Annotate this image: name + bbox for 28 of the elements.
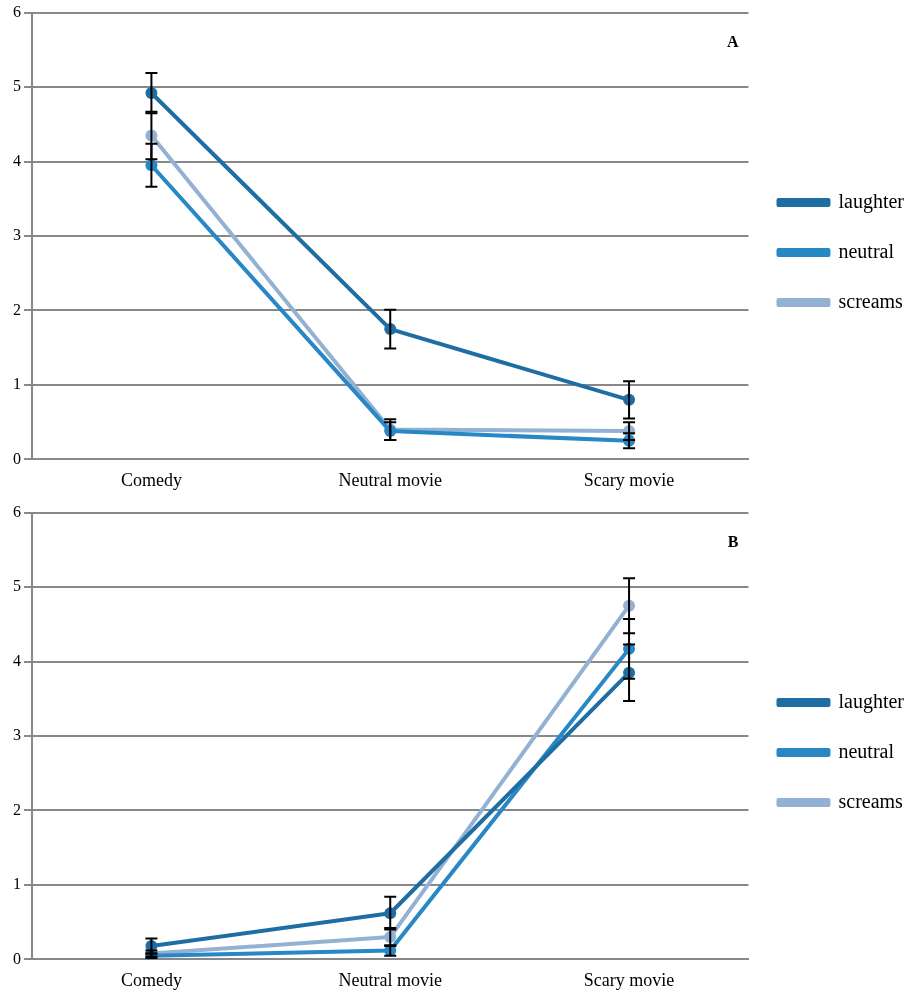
y-tick-label: 3 [13, 226, 21, 244]
x-tick-label: Scary movie [583, 469, 675, 490]
y-tick-label: 0 [13, 449, 21, 467]
x-tick-label: Comedy [120, 469, 182, 490]
y-tick-label: 1 [13, 875, 21, 893]
y-tick-label: 6 [13, 2, 21, 20]
x-tick-label: Comedy [120, 969, 182, 990]
annotation: B [727, 532, 739, 550]
y-tick-label: 1 [13, 375, 21, 393]
y-tick-label: 3 [13, 726, 21, 744]
x-tick-label: Neutral movie [338, 469, 442, 490]
annotation: A [726, 32, 739, 50]
y-tick-label: 6 [13, 502, 21, 520]
y-tick-label: 5 [13, 577, 21, 595]
legend-label: laughter [838, 189, 905, 213]
legend-label: neutral [838, 239, 895, 262]
x-tick-label: Neutral movie [338, 969, 442, 990]
y-tick-label: 2 [13, 800, 21, 818]
legend-label: screams [838, 289, 904, 312]
y-tick-label: 4 [13, 151, 21, 169]
y-tick-label: 5 [13, 77, 21, 95]
y-tick-label: 4 [13, 651, 21, 669]
y-tick-label: 0 [13, 949, 21, 967]
legend-label: laughter [838, 689, 905, 713]
x-tick-label: Scary movie [583, 969, 675, 990]
y-tick-label: 2 [13, 300, 21, 318]
legend-label: screams [838, 789, 904, 812]
legend-label: neutral [838, 739, 895, 762]
